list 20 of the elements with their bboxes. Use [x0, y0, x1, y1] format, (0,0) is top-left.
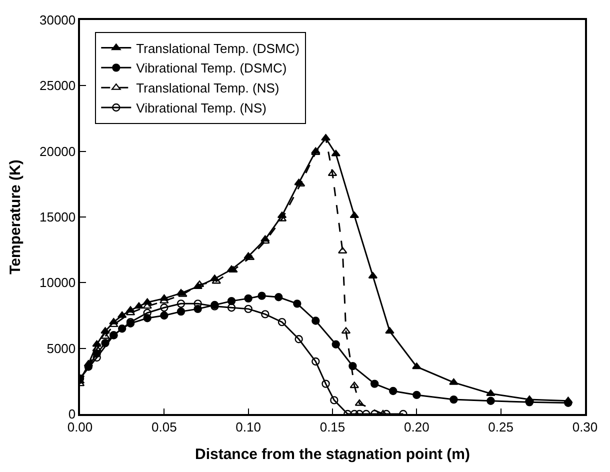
legend-label: Vibrational Temp. (NS)	[136, 100, 266, 116]
y-tick-label: 15000	[39, 210, 76, 225]
y-tick-label: 30000	[39, 12, 76, 28]
x-tick-label: 0.00	[67, 419, 93, 434]
x-tick-label: 0.20	[404, 419, 430, 434]
x-axis-title: Distance from the stagnation point (m)	[194, 446, 470, 463]
y-tick-label: 5000	[46, 340, 76, 356]
legend-label: Vibrational Temp. (DSMC)	[136, 60, 287, 76]
y-axis-title: Temperature (K)	[7, 160, 24, 274]
y-tick-label: 25000	[39, 78, 76, 94]
legend-label: Translational Temp. (DSMC)	[136, 40, 300, 56]
y-tick-label: 0	[68, 406, 76, 422]
x-tick-label: 0.05	[152, 419, 177, 434]
x-tick-label: 0.25	[488, 419, 514, 434]
x-tick-label: 0.15	[320, 419, 346, 434]
x-tick-label: 0.30	[572, 419, 598, 434]
legend-label: Translational Temp. (NS)	[136, 80, 280, 96]
x-tick-label: 0.10	[236, 419, 261, 434]
y-tick-label: 20000	[39, 144, 76, 159]
y-tick-label: 10000	[39, 275, 76, 290]
